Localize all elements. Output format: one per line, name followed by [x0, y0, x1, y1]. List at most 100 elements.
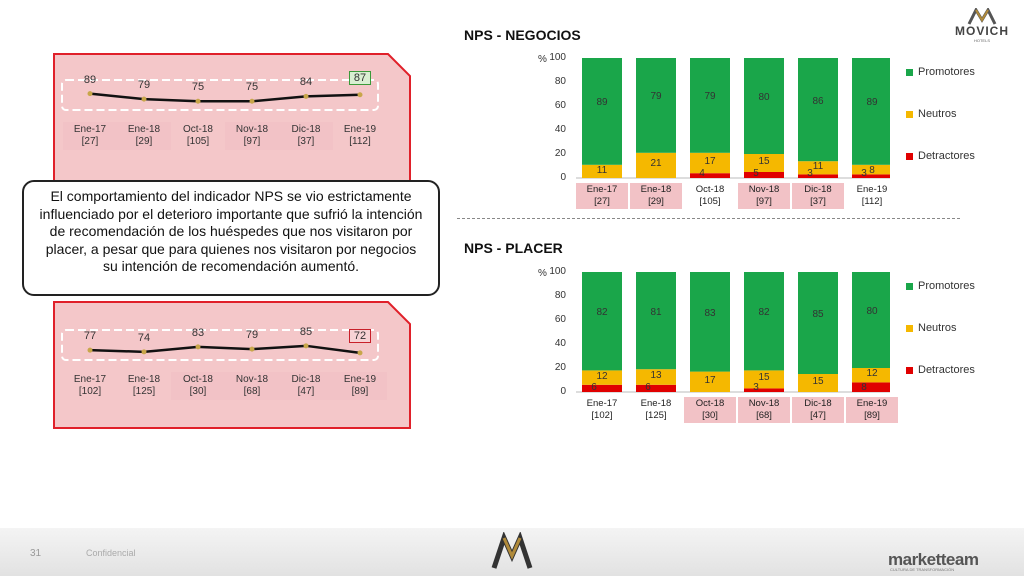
trend-value-label: 74: [137, 331, 151, 344]
category-highlight: [225, 122, 279, 150]
bar-value-label: 15: [812, 376, 824, 387]
nps-placer-chart: 0 20 40 60 80 100% 6 12 82 Ene-17 [102] 6 13 81 Ene-18…: [530, 264, 1000, 434]
bar-segment-neutros: [582, 164, 622, 178]
trend-point: [141, 349, 147, 355]
bar-value-label: 13: [650, 370, 662, 381]
bar-value-label: 12: [866, 368, 878, 380]
x-category-label: Nov-18: [748, 398, 780, 409]
trend-count-label: [112]: [349, 136, 371, 147]
x-count-label: [30]: [702, 410, 718, 421]
trend-category-label: Ene-19: [343, 374, 377, 385]
trend-point: [303, 93, 309, 99]
bar-value-label: 3: [807, 168, 813, 179]
bar-segment-promotores: [636, 272, 676, 370]
trend-point: [357, 92, 363, 98]
category-highlight: [792, 397, 844, 423]
x-category-label: Ene-19: [856, 184, 888, 195]
bar-value-label: 82: [758, 307, 770, 319]
bar-segment-promotores: [582, 58, 622, 165]
panel-dashed-frame: [61, 329, 379, 361]
x-count-label: [97]: [756, 196, 772, 207]
bar-value-label: 79: [650, 91, 662, 103]
bar-segment-promotores: [798, 58, 838, 162]
bar-segment-detractores: [636, 384, 676, 392]
bar-segment-detractores: [744, 388, 784, 392]
bar-segment-neutros: [690, 371, 730, 392]
trend-count-label: [30]: [189, 386, 207, 397]
trend-count-label: [37]: [297, 136, 315, 147]
confidential-label: Confidencial: [86, 548, 136, 558]
bar-segment-detractores: [798, 174, 838, 178]
legend-swatch: [906, 152, 913, 160]
marketteam-logo: marketteam: [888, 550, 979, 569]
footer-logo-icon: [491, 532, 533, 569]
x-category-label: Oct-18: [695, 184, 725, 195]
x-count-label: [105]: [699, 196, 721, 207]
y-tick-label: 0: [560, 172, 566, 183]
bar-value-label: 21: [650, 158, 662, 170]
bar-segment-detractores: [690, 173, 730, 178]
y-axis-unit: %: [538, 54, 547, 65]
trend-value-label: 84: [299, 76, 313, 89]
bar-value-label: 8: [861, 382, 867, 393]
trend-point: [249, 346, 255, 352]
trend-point: [249, 98, 255, 104]
y-tick-label: 60: [554, 314, 566, 325]
bar-segment-promotores: [690, 272, 730, 372]
x-count-label: [47]: [810, 410, 826, 421]
trend-count-label: [68]: [243, 386, 261, 397]
trend-category-label: Ene-17: [73, 124, 107, 135]
trend-point: [357, 350, 363, 356]
x-category-label: Ene-18: [640, 184, 672, 195]
y-tick-label: 80: [554, 290, 566, 301]
bar-value-label: 81: [650, 306, 662, 318]
marketteam-sub: CULTURA DE TRANSFORMACIÓN: [890, 567, 955, 572]
trend-count-label: [97]: [243, 136, 261, 147]
trend-category-label: Nov-18: [235, 124, 269, 135]
category-highlight: [630, 183, 682, 209]
trend-point: [87, 347, 93, 353]
category-highlight: [738, 397, 790, 423]
category-highlight: [171, 372, 225, 400]
legend-item-promotores: Promotores: [906, 280, 975, 292]
y-axis-unit: %: [538, 268, 547, 279]
x-category-label: Ene-17: [586, 398, 618, 409]
insight-note: El comportamiento del indicador NPS se v…: [22, 180, 440, 296]
trend-category-label: Ene-17: [73, 374, 107, 385]
trend-point: [87, 91, 93, 97]
trend-point: [195, 344, 201, 350]
x-category-label: Ene-17: [586, 184, 618, 195]
category-highlight: [279, 122, 333, 150]
bar-value-label: 80: [866, 306, 878, 317]
trend-panel-placer-bg: [53, 301, 411, 429]
nps-negocios-chart: 0 20 40 60 80 100% 11 89 Ene-17 [27] 21 79 Ene-18 [29…: [530, 50, 1000, 220]
movich-logo-icon: [967, 8, 997, 25]
bar-segment-neutros: [582, 370, 622, 385]
x-count-label: [102]: [591, 410, 613, 421]
trend-category-label: Dic-18: [291, 374, 321, 385]
category-highlight: [846, 397, 898, 423]
category-highlight: [792, 183, 844, 209]
trend-count-label: [29]: [135, 136, 153, 147]
x-count-label: [37]: [810, 196, 826, 207]
bar-value-label: 17: [704, 156, 716, 167]
bar-value-label: 11: [596, 164, 608, 176]
trend-category-label: Ene-18: [127, 374, 161, 385]
bar-value-label: 12: [596, 370, 608, 382]
x-category-label: Ene-18: [640, 398, 672, 409]
trend-count-label: [89]: [351, 386, 369, 397]
trend-category-label: Nov-18: [235, 374, 269, 385]
legend-item-promotores: Promotores: [906, 66, 975, 78]
bar-value-label: 6: [645, 382, 651, 393]
bar-value-label: 82: [596, 307, 608, 319]
y-tick-label: 40: [554, 338, 566, 349]
category-highlight: [63, 122, 117, 150]
bar-value-label: 83: [704, 307, 716, 319]
bar-segment-neutros: [798, 161, 838, 175]
bar-segment-promotores: [690, 58, 730, 153]
bar-segment-promotores: [636, 58, 676, 153]
y-tick-label: 80: [554, 76, 566, 87]
y-tick-label: 0: [560, 386, 566, 397]
bar-value-label: 3: [861, 168, 867, 179]
trend-value-label: 77: [83, 330, 97, 343]
